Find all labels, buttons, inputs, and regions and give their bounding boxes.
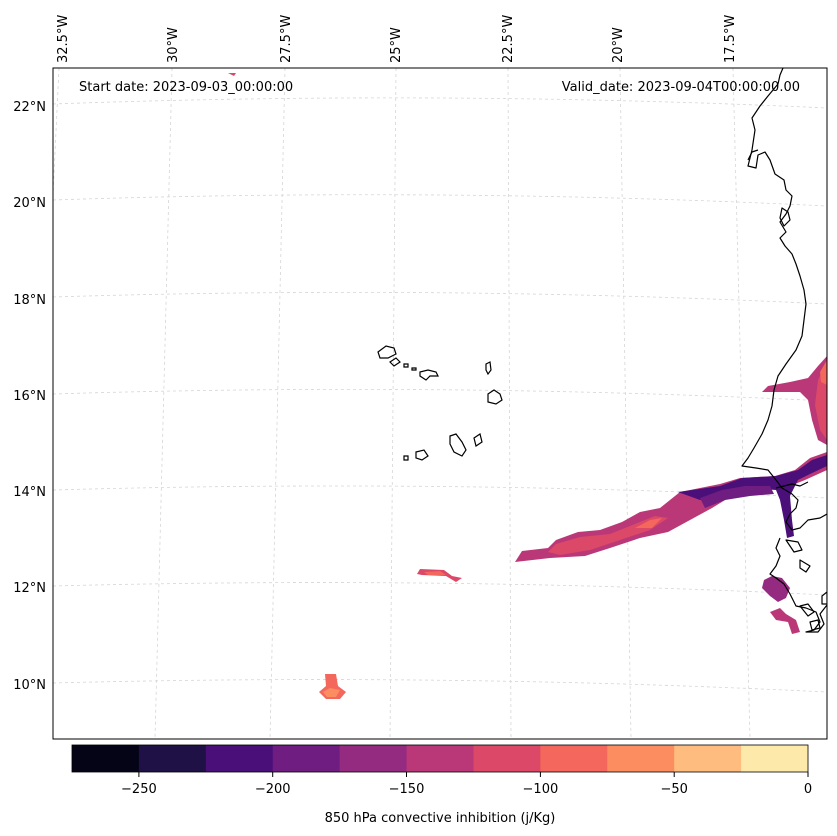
island-santiago [449,433,467,457]
map-frame [52,67,828,740]
dakar-peninsula [747,149,759,161]
cin-ne-core [820,360,827,385]
colorbar-swatch [72,745,140,772]
island-sao-nicolau [411,367,417,371]
lon-label: 25°W [389,27,404,63]
island-sao-nicolau-2 [419,369,439,381]
gambia-river [775,481,809,489]
lon-label: 30°W [166,27,181,63]
cin-band-core [635,518,662,528]
colorbar-swatch [272,745,341,772]
coast-inlet-5 [799,559,811,573]
african-coastline [741,68,827,531]
lat-label: 10°N [13,678,46,693]
gridlines [53,68,827,739]
lon-label: 17.5°W [723,15,738,63]
colorbar-swatch [339,745,408,772]
island-fogo [415,449,429,461]
cin-patch-top [228,73,236,76]
island-brava [403,455,409,461]
colorbar-swatch [674,745,742,772]
island-sal [485,361,492,376]
cape-verde-islands [377,345,503,461]
colorbar-swatch [607,745,675,772]
lon-label: 27.5°W [279,15,294,63]
lat-label: 16°N [13,389,46,404]
lon-label: 32.5°W [56,15,71,63]
coast-inlet-1 [779,207,791,227]
lat-label: 12°N [13,581,46,596]
map-background [53,68,827,739]
lat-label: 22°N [13,100,46,115]
colorbar-title: 850 hPa convective inhibition (j/Kg) [325,811,556,826]
lon-label: 22.5°W [501,15,516,63]
lon-label: 20°W [611,27,626,63]
start-date-annotation: Start date: 2023-09-03_00:00:00 [79,80,293,95]
colorbar-swatch [540,745,608,772]
colorbar-tick-label: −200 [255,782,291,797]
cin-band-inner [548,516,668,555]
lat-label: 20°N [13,196,46,211]
colorbar-swatch [406,745,474,772]
cin-ne-outer [762,356,827,445]
coast-inlet-6 [785,539,803,553]
cin-coast-segment [678,455,827,538]
island-maio [473,433,483,447]
colorbar-tick-label: 0 [804,782,812,797]
lat-label: 14°N [13,485,46,500]
cin-south-tail [770,608,800,634]
colorbar-swatch [473,745,541,772]
valid-date-annotation: Valid_date: 2023-09-04T00:00:00.00 [562,80,800,95]
island-santo-antao [377,345,397,359]
latitude-labels: 22°N 20°N 18°N 16°N 14°N 12°N 10°N [13,100,46,693]
coast-inlet-3 [809,619,821,631]
island-santa-luzia [403,363,409,368]
cin-coast-mid [700,486,774,508]
colorbar-ticks [138,772,809,777]
colorbar-tick-label: −100 [523,782,559,797]
colorbar-swatches [72,745,809,772]
colorbar-tick-label: −250 [121,782,157,797]
colorbar-tick-label: −150 [389,782,425,797]
colorbar-swatch [138,745,207,772]
colorbar: −250 −200 −150 −100 −50 0 850 hPa convec… [71,744,812,826]
island-sao-vicente [389,357,401,367]
colorbar-swatch [205,745,274,772]
colorbar-swatch [741,745,809,772]
coastlines [741,68,827,633]
colorbar-outline [71,744,809,773]
island-boa-vista [487,389,503,405]
cin-patch-12n-core [424,571,446,575]
longitude-labels: 32.5°W 30°W 27.5°W 25°W 22.5°W 20°W 17.5… [56,15,738,63]
cin-fields [228,73,827,699]
coast-inlet-2 [799,603,815,617]
colorbar-tick-label: −50 [660,782,687,797]
lat-label: 18°N [13,293,46,308]
map-panel: Start date: 2023-09-03_00:00:00 Valid_da… [52,67,828,740]
cin-patch-10n-core [323,688,340,697]
cin-south-blob [762,576,790,602]
coast-inlet-4 [821,591,827,605]
